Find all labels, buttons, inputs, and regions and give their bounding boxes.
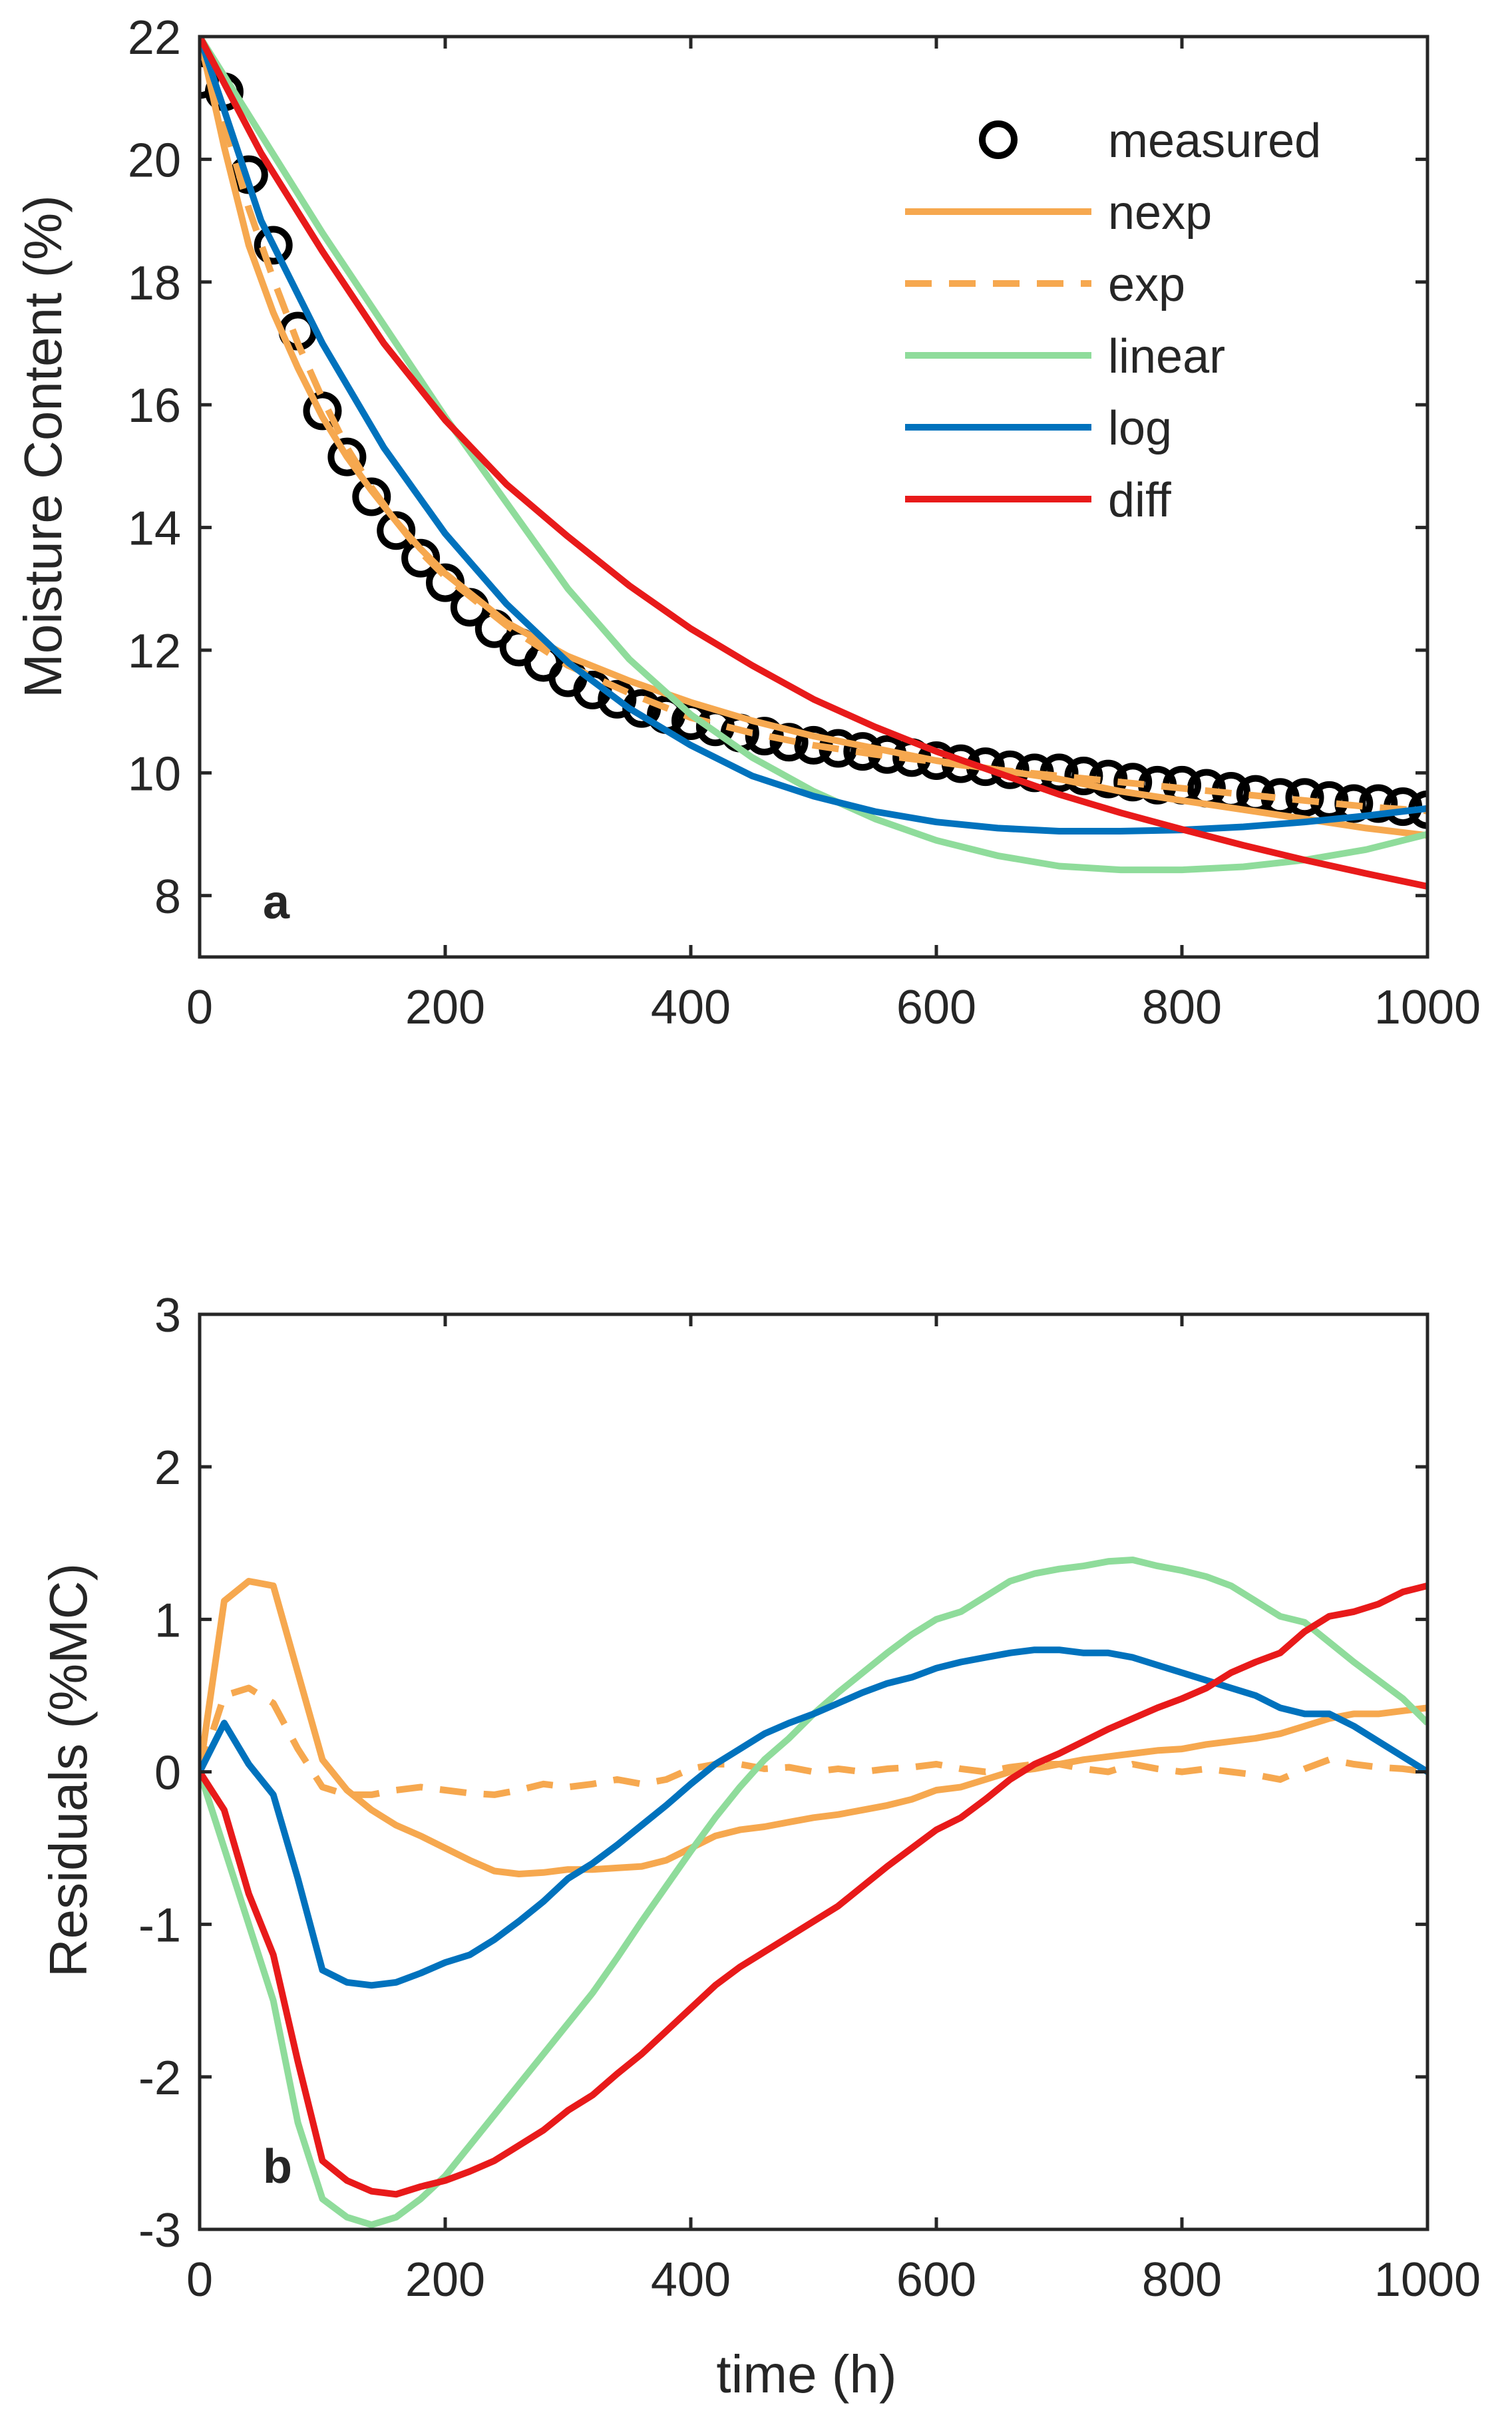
panel-a-axes-box [198,35,1429,959]
panel-b-axis-ticks: 0 200 400 600 800 1000 -3 -2 -1 0 1 2 3 [138,1289,1481,2307]
panel-a-series-group [200,37,1427,890]
panel-b-x-tick-label: 800 [1142,2253,1222,2307]
panel-a-y-tick-label: 8 [154,870,181,924]
panel-b-y-tick-label: -3 [138,2204,181,2257]
panel-a-measured-point [598,679,637,719]
panel-b-series-nexp-line [200,1578,1427,1877]
panel-b-x-tick-label: 200 [405,2253,485,2307]
panel-a-x-tick-label: 1000 [1374,981,1481,1034]
panel-a-y-tick-label: 20 [128,134,181,187]
panel-a-series-log-line [200,37,1427,835]
panel-b-y-tick-label: 2 [154,1441,181,1495]
panel-b-y-tick-label: 1 [154,1594,181,1647]
legend-label-diff: diff [1108,474,1172,527]
legend-label-nexp: nexp [1108,186,1212,240]
panel-b-x-tick-label: 1000 [1374,2253,1481,2307]
panel-b-y-tick-label: 3 [154,1289,181,1342]
panel-a-x-tick-label: 200 [405,981,485,1034]
panel-b-label: b [263,2140,292,2193]
panel-a-x-tick-label: 0 [186,981,213,1034]
panel-a-series-linear-line [200,37,1427,874]
legend-label-log: log [1108,402,1172,455]
panel-a-measured-point [1113,763,1153,802]
panel-a-measured-point [1285,778,1324,817]
panel-a-y-tick-label: 16 [128,379,181,433]
panel-a-measured-point [254,226,293,265]
legend-label-exp: exp [1108,258,1185,311]
panel-b: 0 200 400 600 800 1000 -3 -2 -1 0 1 2 3 Residuals (%… [39,1289,1481,2404]
panel-a-measured-point [401,538,441,578]
panel-b-y-tick-label: 0 [154,1747,181,1800]
panel-a-axis-ticks: 0 200 400 600 800 1000 8 10 12 14 16 18 20 22 [128,11,1481,1034]
panel-a-measured-point [769,723,809,762]
panel-a-x-tick-label: 600 [896,981,976,1034]
panel-a-y-tick-label: 12 [128,625,181,678]
panel-b-series-diff-line [200,1583,1427,2198]
panel-a-series-exp-line [200,37,1427,815]
panel-a-series-diff-line [200,37,1427,890]
panel-b-x-axis-label: time (h) [716,2344,896,2404]
panel-b-series-exp-line [200,1684,1427,1798]
panel-a-measured-point [303,391,342,431]
panel-a-y-tick-label: 10 [128,747,181,801]
legend-label-measured: measured [1108,114,1321,168]
panel-a-x-tick-label: 800 [1142,981,1222,1034]
panel-b-series-group [200,1557,1427,2229]
panel-a-measured-point [352,477,391,516]
legend: measured nexp exp linear log diff [905,114,1321,527]
legend-label-linear: linear [1108,330,1225,383]
panel-a-y-axis-label: Moisture Content (%) [13,195,73,698]
panel-a: 0 200 400 600 800 1000 8 10 12 14 16 18 20 22 Moistur… [13,11,1481,1034]
panel-a-measured-point [1064,757,1103,796]
panel-b-y-axis-label: Residuals (%MC) [39,1563,98,1977]
panel-a-y-tick-label: 22 [128,11,181,65]
panel-b-y-tick-label: -1 [138,1899,181,1953]
panel-b-y-tick-label: -2 [138,2052,181,2105]
panel-b-x-tick-label: 0 [186,2253,213,2307]
panel-a-label: a [263,876,290,929]
panel-b-plot-area [200,1557,1427,2229]
panel-a-series-nexp-line [200,37,1427,839]
legend-marker-measured [979,120,1018,159]
panel-a-x-tick-label: 400 [651,981,731,1034]
panel-b-x-tick-label: 600 [896,2253,976,2307]
panel-a-y-tick-label: 14 [128,502,181,556]
panel-a-plot-area [200,37,1427,890]
panel-a-measured-point [327,437,367,476]
panel-b-x-tick-label: 400 [651,2253,731,2307]
panel-b-series-log-line [200,1646,1427,1989]
panel-a-y-tick-label: 18 [128,257,181,310]
panel-a-measured-point [377,511,416,550]
